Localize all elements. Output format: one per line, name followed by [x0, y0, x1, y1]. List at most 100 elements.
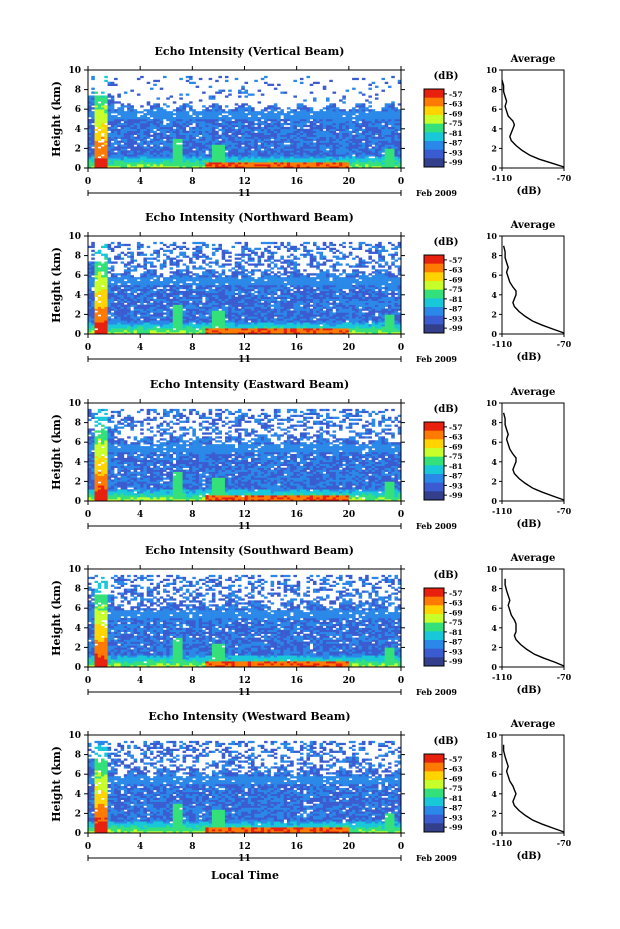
heatmap-cell [245, 139, 249, 141]
heatmap-cell [202, 146, 206, 148]
heatmap-cell [95, 309, 99, 311]
heatmap-cell [186, 287, 190, 289]
heatmap-cell [267, 115, 271, 117]
heatmap-cell [150, 285, 154, 287]
heatmap-cell [153, 127, 157, 129]
heatmap-cell [368, 115, 372, 117]
heatmap-cell [231, 322, 235, 324]
heatmap-cell [394, 152, 398, 154]
heatmap-cell [189, 275, 193, 277]
heatmap-cell [349, 152, 353, 154]
heatmap-cell [95, 92, 99, 94]
heatmap-cell [225, 314, 229, 316]
heatmap-cell [365, 133, 369, 135]
heatmap-cell [235, 254, 239, 256]
heatmap-cell [163, 143, 167, 145]
heatmap-cell [186, 265, 190, 267]
heatmap-cell [368, 84, 372, 86]
heatmap-cell [101, 123, 105, 125]
heatmap-cell [215, 281, 219, 283]
heatmap-cell [362, 103, 366, 105]
heatmap-cell [274, 139, 278, 141]
heatmap-cell [205, 144, 209, 146]
heatmap-cell [238, 328, 242, 330]
heatmap-cell [205, 143, 209, 145]
heatmap-cell [205, 146, 209, 148]
heatmap-cell [329, 139, 333, 141]
heatmap-cell [215, 314, 219, 316]
heatmap-cell [114, 131, 118, 133]
heatmap-cell [150, 105, 154, 107]
heatmap-cell [130, 131, 134, 133]
heatmap-cell [192, 320, 196, 322]
heatmap-cell [111, 250, 115, 252]
heatmap-cell [98, 281, 102, 283]
heatmap-cell [114, 154, 118, 156]
heatmap-cell [271, 133, 275, 135]
heatmap-cell [156, 119, 160, 121]
heatmap-cell [183, 113, 187, 115]
heatmap-cell [316, 125, 320, 127]
heatmap-cell [192, 330, 196, 332]
heatmap-cell [303, 125, 307, 127]
heatmap-cell [156, 141, 160, 143]
heatmap-cell [372, 117, 376, 119]
heatmap-cell [258, 261, 262, 263]
heatmap-cell [323, 135, 327, 137]
heatmap-cell [261, 164, 265, 166]
heatmap-cell [117, 299, 121, 301]
heatmap-cell [365, 146, 369, 148]
heatmap-cell [156, 139, 160, 141]
heatmap-cell [160, 113, 164, 115]
heatmap-cell [271, 111, 275, 113]
heatmap-cell [313, 113, 317, 115]
heatmap-cell [238, 148, 242, 150]
heatmap-cell [134, 301, 138, 303]
heatmap-cell [98, 271, 102, 273]
heatmap-cell [290, 123, 294, 125]
heatmap-cell [143, 137, 147, 139]
colorbar-tick-label: -75 [449, 119, 463, 128]
heatmap-cell [274, 88, 278, 90]
heatmap-cell [362, 107, 366, 109]
heatmap-cell [303, 141, 307, 143]
heatmap-cell [238, 141, 242, 143]
heatmap-cell [153, 250, 157, 252]
heatmap-cell [287, 146, 291, 148]
heatmap-cell [134, 139, 138, 141]
heatmap-cell [91, 121, 95, 123]
heatmap-cell [362, 113, 366, 115]
heatmap-cell [254, 252, 258, 254]
heatmap-cell [241, 123, 245, 125]
heatmap-cell [209, 314, 213, 316]
heatmap-cell [352, 164, 356, 166]
heatmap-cell [189, 144, 193, 146]
heatmap-cell [140, 279, 144, 281]
heatmap-cell [117, 154, 121, 156]
heatmap-cell [150, 297, 154, 299]
heatmap-cell [111, 143, 115, 145]
heatmap-cell [127, 248, 131, 250]
heatmap-cell [235, 261, 239, 263]
heatmap-cell [241, 283, 245, 285]
heatmap-cell [209, 305, 213, 307]
heatmap-cell [225, 287, 229, 289]
heatmap-cell [186, 76, 190, 78]
heatmap-cell [166, 316, 170, 318]
heatmap-cell [352, 160, 356, 162]
heatmap-cell [160, 318, 164, 320]
heatmap-cell [202, 303, 206, 305]
heatmap-cell [225, 301, 229, 303]
heatmap-cell [199, 267, 203, 269]
heatmap-cell [111, 269, 115, 271]
heatmap-cell [378, 152, 382, 154]
heatmap-cell [362, 123, 366, 125]
heatmap-cell [209, 279, 213, 281]
heatmap-cell [235, 279, 239, 281]
heatmap-cell [121, 309, 125, 311]
heatmap-cell [114, 307, 118, 309]
heatmap-cell [124, 152, 128, 154]
heatmap-cell [111, 127, 115, 129]
heatmap-cell [104, 271, 108, 273]
panel-title: Echo Intensity (Vertical Beam) [154, 45, 344, 58]
